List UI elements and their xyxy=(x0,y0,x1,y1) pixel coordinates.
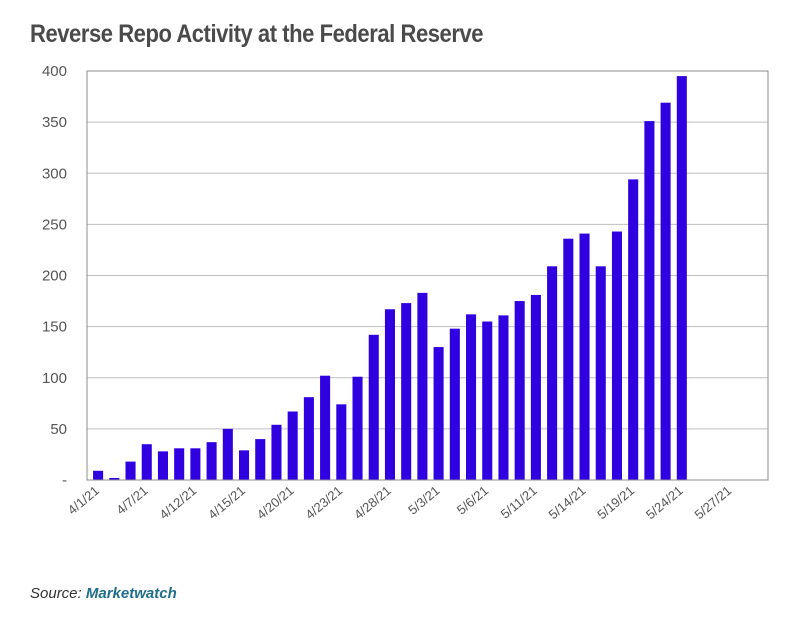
bar xyxy=(271,424,282,480)
bar xyxy=(303,397,314,480)
bar xyxy=(336,404,347,480)
bar xyxy=(125,461,136,480)
x-tick-label: 4/1/21 xyxy=(65,483,102,518)
bars xyxy=(93,76,687,481)
y-tick-label: 250 xyxy=(42,216,67,233)
x-tick-label: 5/11/21 xyxy=(498,483,540,522)
bar xyxy=(401,303,412,480)
bar xyxy=(563,238,574,480)
bar xyxy=(206,442,217,480)
x-tick-label: 5/6/21 xyxy=(454,483,491,518)
bar xyxy=(368,334,379,480)
bar xyxy=(109,477,120,480)
x-tick-label: 5/14/21 xyxy=(546,483,589,522)
bar xyxy=(628,179,639,480)
y-tick-labels: - 50 100 150 200 250 300 350 400 xyxy=(42,63,67,489)
bar xyxy=(287,411,298,480)
bar xyxy=(547,266,558,480)
bar xyxy=(239,450,250,480)
plot-frame xyxy=(86,70,769,481)
bar xyxy=(222,428,233,480)
x-tick-label: 4/15/21 xyxy=(205,483,248,522)
bar xyxy=(157,451,168,480)
bar xyxy=(417,292,428,480)
bar xyxy=(579,233,590,480)
x-tick-label: 4/20/21 xyxy=(254,483,297,522)
y-tick-label: - xyxy=(62,472,67,489)
y-tick-label: 400 xyxy=(42,63,67,80)
x-tick-label: 4/7/21 xyxy=(113,483,150,518)
bar xyxy=(611,231,622,480)
bar xyxy=(433,347,444,480)
bar xyxy=(644,121,655,480)
source-note: Source: Marketwatch xyxy=(30,585,177,602)
x-tick-label: 5/24/21 xyxy=(643,483,686,522)
bar xyxy=(93,470,104,480)
axes xyxy=(86,70,769,481)
x-tick-label: 4/28/21 xyxy=(351,483,394,522)
y-tick-label: 150 xyxy=(42,319,67,336)
bar xyxy=(676,76,687,481)
bar xyxy=(482,321,493,480)
x-tick-label: 4/12/21 xyxy=(156,483,199,522)
bar xyxy=(498,315,509,480)
y-tick-label: 100 xyxy=(42,370,67,387)
x-tick-label: 4/23/21 xyxy=(302,483,345,522)
y-tick-label: 350 xyxy=(42,114,67,131)
x-tick-label: 5/19/21 xyxy=(594,483,637,522)
bar xyxy=(530,294,541,480)
bar xyxy=(595,266,606,480)
bar xyxy=(466,314,477,480)
y-tick-label: 300 xyxy=(42,165,67,182)
bar xyxy=(174,448,185,480)
x-tick-label: 5/27/21 xyxy=(692,483,735,522)
x-tick-labels: 4/1/21 4/7/21 4/12/21 4/15/21 4/20/21 4/23/21… xyxy=(65,483,735,522)
source-label: Source: xyxy=(30,585,86,602)
bar xyxy=(514,301,525,480)
chart-title: Reverse Repo Activity at the Federal Res… xyxy=(30,20,484,48)
bar xyxy=(352,376,363,480)
bar xyxy=(255,439,266,480)
bar xyxy=(384,309,395,480)
bar xyxy=(141,444,152,480)
bar xyxy=(190,448,201,480)
bar xyxy=(320,375,331,480)
bar xyxy=(449,328,460,480)
y-tick-label: 200 xyxy=(42,268,67,285)
source-name: Marketwatch xyxy=(85,585,177,602)
y-tick-label: 50 xyxy=(50,421,67,438)
x-tick-label: 5/3/21 xyxy=(405,483,442,518)
bar xyxy=(660,102,671,480)
